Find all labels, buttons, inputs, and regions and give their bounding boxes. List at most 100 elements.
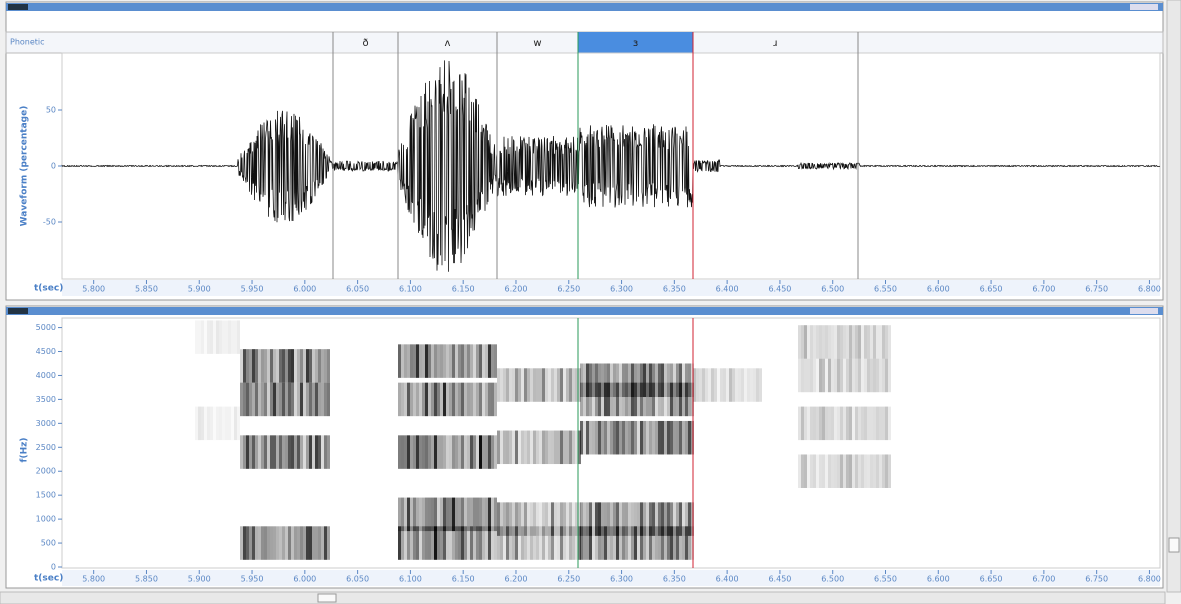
spectrogram-cell [548, 368, 551, 402]
spectrogram-cell [204, 320, 207, 354]
spectrogram-cell [521, 368, 524, 402]
spectrogram-cell [566, 368, 569, 402]
spectrogram-cell [452, 498, 455, 532]
pane-buttons[interactable] [1130, 308, 1158, 314]
spectrogram-cell [303, 435, 306, 469]
spectrogram-cell [312, 349, 315, 383]
spectrogram-cell [225, 407, 228, 441]
pane-buttons[interactable] [1130, 4, 1158, 10]
spectrogram-cell [858, 359, 861, 393]
horizontal-scrollbar[interactable] [0, 592, 1165, 604]
spectrogram-cell [315, 349, 318, 383]
spectrogram-cell [440, 526, 443, 560]
scroll-thumb[interactable] [1169, 538, 1179, 552]
spectrogram-cell [554, 368, 557, 402]
spectrogram-cell [580, 421, 583, 455]
y-tick-label: 5000 [36, 323, 56, 332]
y-tick-label: 1000 [36, 515, 56, 524]
spectrogram-cell [726, 368, 729, 402]
spectrogram-cell [819, 325, 822, 359]
spectrogram-cell [455, 383, 458, 417]
scroll-thumb[interactable] [318, 594, 336, 602]
spectrogram-cell [834, 454, 837, 488]
spectrogram-cell [240, 526, 243, 560]
spectrogram-cell [503, 502, 506, 536]
spectrogram-cell [864, 407, 867, 441]
x-tick-label: 6.100 [399, 575, 422, 584]
title-bar [6, 307, 1163, 315]
spectrogram-cell [566, 431, 569, 465]
spectrogram-cell [807, 359, 810, 393]
spectrogram-cell [491, 344, 494, 378]
spectrogram-cell [485, 526, 488, 560]
spectrogram-cell [231, 320, 234, 354]
spectrogram-cell [849, 359, 852, 393]
spectrogram-cell [449, 344, 452, 378]
spectrogram-cell [539, 502, 542, 536]
spectrogram-cell [840, 454, 843, 488]
y-tick-label: 0 [51, 563, 56, 572]
spectrogram-cell [816, 454, 819, 488]
spectrogram-cell [876, 407, 879, 441]
spectrogram-cell [434, 498, 437, 532]
spectrogram-cell [583, 363, 586, 397]
spectrogram-cell [479, 435, 482, 469]
spectrogram-cell [461, 498, 464, 532]
spectrogram-cell [705, 368, 708, 402]
spectrogram-cell [449, 498, 452, 532]
spectrogram-cell [431, 383, 434, 417]
spectrogram-cell [545, 431, 548, 465]
spectrogram-cell [813, 407, 816, 441]
spectrogram-cell [816, 359, 819, 393]
spectrogram-cell [246, 383, 249, 417]
spectrogram-cell [861, 359, 864, 393]
x-tick-label: 6.350 [663, 575, 686, 584]
spectrogram-cell [533, 368, 536, 402]
spectrogram-cell [285, 435, 288, 469]
spectrogram-cell [888, 407, 891, 441]
spectrogram-cell [306, 349, 309, 383]
spectrogram-cell [560, 368, 563, 402]
spectrogram-cell [527, 502, 530, 536]
spectrogram-cell [536, 368, 539, 402]
spectrogram-cell [404, 435, 407, 469]
spectrogram-cell [595, 363, 598, 397]
spectrogram-cell [545, 368, 548, 402]
spectrogram-cell [467, 344, 470, 378]
spectrogram-cell [306, 383, 309, 417]
spectrogram-cell [267, 383, 270, 417]
spectrogram-cell [658, 502, 661, 536]
spectrogram-cell [634, 502, 637, 536]
spectrogram-cell [437, 526, 440, 560]
spectrogram-cell [870, 407, 873, 441]
spectrogram-cell [592, 421, 595, 455]
spectrogram-cell [443, 344, 446, 378]
spectrogram-cell [604, 421, 607, 455]
spectrogram-cell [401, 383, 404, 417]
spectrogram-cell [327, 526, 330, 560]
spectrogram-cell [273, 435, 276, 469]
spectrogram-cell [273, 349, 276, 383]
spectrogram-cell [655, 502, 658, 536]
spectrogram-cell [291, 383, 294, 417]
spectrogram-cell [437, 498, 440, 532]
spectrogram-cell [291, 526, 294, 560]
spectrogram-cell [825, 454, 828, 488]
y-tick-label: 500 [41, 539, 56, 548]
x-tick-label: 5.800 [82, 285, 105, 294]
spectrogram-cell [557, 431, 560, 465]
spectrogram-cell [398, 435, 401, 469]
spectrogram-cell [198, 407, 201, 441]
spectrogram-cell [470, 526, 473, 560]
spectrogram-cell [249, 435, 252, 469]
vertical-scrollbar[interactable] [1167, 0, 1181, 592]
spectrogram-cell [455, 526, 458, 560]
spectrogram-cell [515, 368, 518, 402]
spectrogram-cell [592, 363, 595, 397]
y-tick-label: 2000 [36, 467, 56, 476]
spectrogram-cell [885, 359, 888, 393]
spectrogram-cell [476, 526, 479, 560]
spectrogram-cell [601, 363, 604, 397]
spectrogram-cell [879, 325, 882, 359]
spectrogram-cell [476, 498, 479, 532]
